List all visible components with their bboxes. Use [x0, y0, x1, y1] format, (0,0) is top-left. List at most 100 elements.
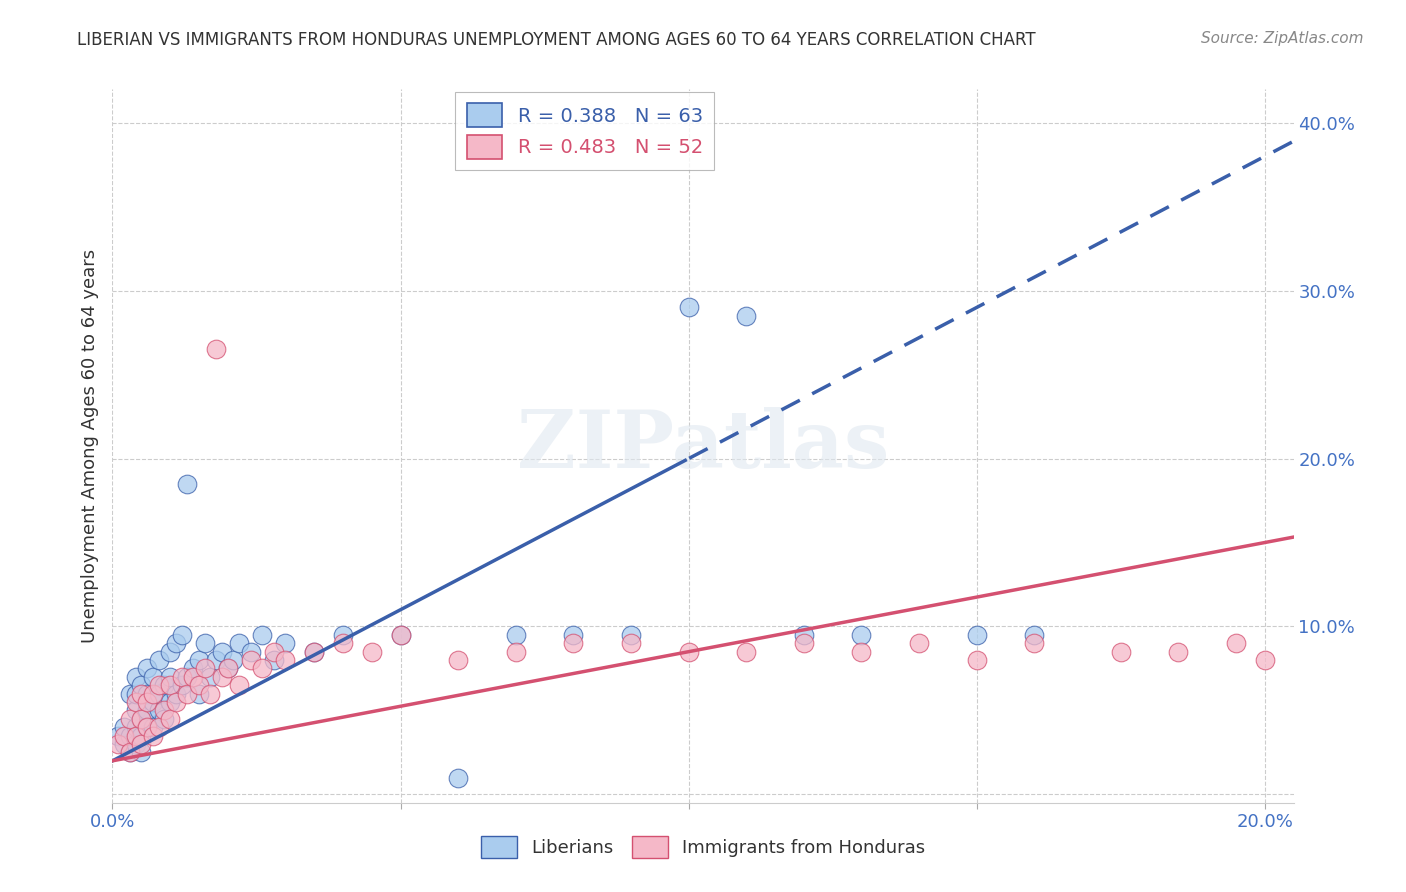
Point — [165, 687, 187, 701]
Point — [142, 695, 165, 709]
Point — [447, 771, 470, 785]
Point — [620, 628, 643, 642]
Point — [620, 636, 643, 650]
Point — [252, 628, 274, 642]
Point — [228, 678, 250, 692]
Text: LIBERIAN VS IMMIGRANTS FROM HONDURAS UNEMPLOYMENT AMONG AGES 60 TO 64 YEARS CORR: LIBERIAN VS IMMIGRANTS FROM HONDURAS UNE… — [77, 31, 1036, 49]
Point — [107, 729, 129, 743]
Point — [159, 670, 181, 684]
Point — [735, 309, 758, 323]
Point — [735, 645, 758, 659]
Point — [1167, 645, 1189, 659]
Point — [222, 653, 245, 667]
Point — [129, 737, 152, 751]
Point — [205, 343, 228, 357]
Text: ZIPatlas: ZIPatlas — [517, 407, 889, 485]
Point — [148, 703, 170, 717]
Point — [153, 712, 176, 726]
Point — [1024, 636, 1046, 650]
Point — [274, 636, 297, 650]
Point — [851, 628, 873, 642]
Point — [148, 687, 170, 701]
Point — [176, 687, 198, 701]
Point — [181, 670, 204, 684]
Point — [129, 687, 152, 701]
Point — [263, 653, 285, 667]
Point — [263, 645, 285, 659]
Point — [118, 729, 141, 743]
Point — [793, 628, 815, 642]
Y-axis label: Unemployment Among Ages 60 to 64 years: Unemployment Among Ages 60 to 64 years — [80, 249, 98, 643]
Point — [252, 661, 274, 675]
Point — [562, 636, 585, 650]
Point — [142, 720, 165, 734]
Point — [447, 653, 470, 667]
Point — [112, 729, 135, 743]
Point — [129, 729, 152, 743]
Point — [107, 737, 129, 751]
Point — [118, 687, 141, 701]
Point — [124, 703, 146, 717]
Point — [194, 661, 217, 675]
Point — [124, 687, 146, 701]
Point — [170, 628, 193, 642]
Point — [136, 720, 159, 734]
Point — [136, 687, 159, 701]
Point — [678, 645, 700, 659]
Point — [129, 746, 152, 760]
Point — [562, 628, 585, 642]
Point — [332, 628, 354, 642]
Point — [332, 636, 354, 650]
Point — [142, 729, 165, 743]
Point — [124, 670, 146, 684]
Legend: Liberians, Immigrants from Honduras: Liberians, Immigrants from Honduras — [474, 829, 932, 865]
Point — [170, 678, 193, 692]
Point — [124, 729, 146, 743]
Point — [124, 737, 146, 751]
Point — [966, 653, 988, 667]
Point — [136, 661, 159, 675]
Point — [302, 645, 325, 659]
Point — [176, 476, 198, 491]
Point — [136, 720, 159, 734]
Point — [159, 645, 181, 659]
Text: Source: ZipAtlas.com: Source: ZipAtlas.com — [1201, 31, 1364, 46]
Point — [165, 695, 187, 709]
Point — [129, 712, 152, 726]
Point — [142, 670, 165, 684]
Point — [302, 645, 325, 659]
Point — [165, 636, 187, 650]
Point — [187, 653, 209, 667]
Point — [793, 636, 815, 650]
Point — [153, 678, 176, 692]
Point — [118, 746, 141, 760]
Point — [211, 670, 233, 684]
Point — [181, 661, 204, 675]
Point — [176, 670, 198, 684]
Point — [678, 301, 700, 315]
Point — [217, 661, 239, 675]
Point — [228, 636, 250, 650]
Point — [389, 628, 412, 642]
Point — [505, 645, 527, 659]
Point — [187, 678, 209, 692]
Point — [211, 645, 233, 659]
Point — [239, 645, 262, 659]
Point — [1024, 628, 1046, 642]
Point — [274, 653, 297, 667]
Point — [217, 661, 239, 675]
Point — [239, 653, 262, 667]
Point — [1254, 653, 1277, 667]
Point — [118, 712, 141, 726]
Point — [851, 645, 873, 659]
Point — [136, 703, 159, 717]
Point — [148, 653, 170, 667]
Point — [159, 695, 181, 709]
Point — [170, 670, 193, 684]
Point — [159, 678, 181, 692]
Point — [129, 712, 152, 726]
Point — [1109, 645, 1132, 659]
Point — [136, 695, 159, 709]
Point — [505, 628, 527, 642]
Point — [124, 720, 146, 734]
